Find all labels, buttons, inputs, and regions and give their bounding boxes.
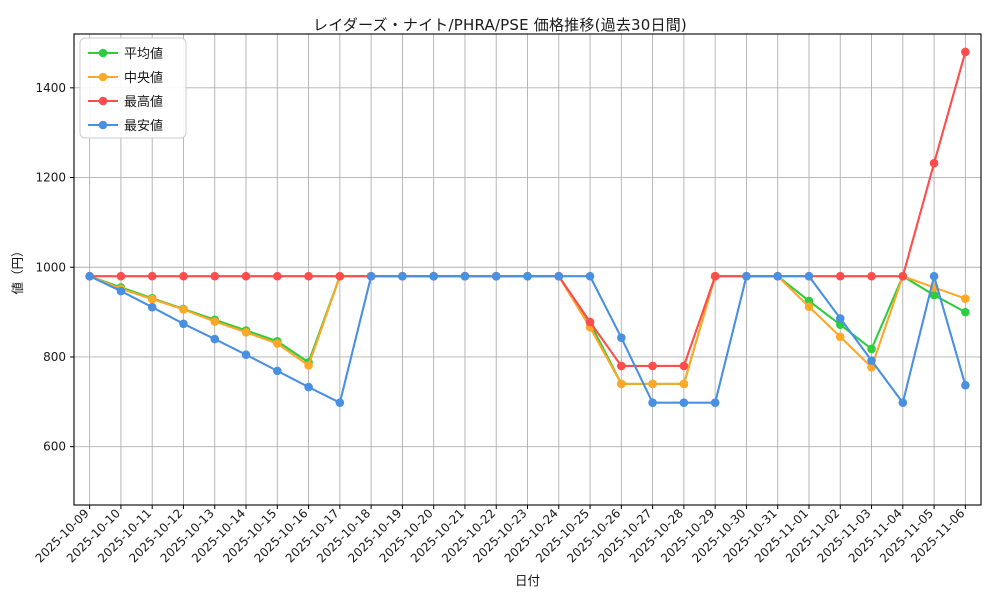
- series-marker: [335, 398, 345, 408]
- y-tick-label: 600: [43, 440, 66, 454]
- series-marker: [961, 294, 970, 303]
- series-marker: [679, 398, 689, 408]
- series-marker: [241, 350, 251, 360]
- series-marker: [304, 382, 313, 392]
- series-marker: [491, 271, 501, 281]
- series-marker: [679, 361, 689, 371]
- series-marker: [335, 271, 345, 281]
- series-marker: [429, 271, 438, 281]
- series-marker: [710, 271, 720, 281]
- legend-swatch-marker: [98, 96, 108, 106]
- series-marker: [241, 271, 251, 281]
- series-marker: [460, 271, 470, 281]
- series-marker: [961, 307, 970, 317]
- series-marker: [366, 271, 376, 281]
- series-marker: [147, 294, 157, 304]
- page-title: レイダーズ・ナイト/PHRA/PSE 価格推移(過去30日間): [313, 16, 687, 34]
- series-marker: [398, 271, 407, 281]
- series-marker: [304, 361, 313, 370]
- series-marker: [210, 334, 220, 344]
- series-marker: [835, 332, 845, 342]
- y-axis-title: 値（円）: [10, 244, 25, 294]
- series-marker: [898, 271, 908, 281]
- data-series: [85, 271, 970, 408]
- series-marker: [648, 398, 657, 408]
- series-marker: [679, 379, 689, 389]
- series-marker: [147, 302, 157, 312]
- series-marker: [929, 271, 939, 281]
- legend-item-label: 平均値: [124, 46, 163, 62]
- axes: 日付 値（円）: [10, 33, 982, 588]
- series-marker: [523, 271, 532, 281]
- legend-swatch-marker: [98, 72, 108, 82]
- legend-item[interactable]: 平均値: [88, 46, 163, 62]
- legend-swatch-marker: [98, 120, 108, 130]
- series-marker: [179, 305, 188, 314]
- legend-swatch-marker: [98, 48, 108, 58]
- series-marker: [85, 271, 94, 281]
- series-marker: [961, 47, 970, 57]
- series-marker: [710, 398, 720, 408]
- series-marker: [116, 271, 126, 281]
- series-marker: [272, 271, 282, 281]
- y-tick-label: 1000: [35, 260, 66, 274]
- series-marker: [272, 339, 282, 348]
- data-series-group: [85, 47, 970, 408]
- series-marker: [742, 271, 751, 281]
- plot-border: [73, 33, 982, 506]
- series-marker: [210, 317, 220, 326]
- y-tick-label: 1200: [35, 171, 66, 185]
- series-marker: [961, 380, 970, 390]
- legend-item-label: 最安値: [124, 118, 163, 134]
- series-marker: [116, 286, 126, 296]
- series-marker: [773, 271, 783, 281]
- legend-item[interactable]: 最安値: [88, 118, 163, 134]
- y-tick-label: 1400: [35, 81, 66, 95]
- series-marker: [147, 271, 157, 281]
- y-tick-label: 800: [43, 350, 66, 364]
- series-marker: [648, 379, 657, 389]
- series-marker: [929, 158, 939, 168]
- series-marker: [272, 366, 282, 376]
- series-marker: [867, 344, 876, 354]
- legend-box: [79, 37, 187, 139]
- series-marker: [929, 290, 939, 300]
- series-marker: [304, 271, 313, 281]
- series-marker: [179, 271, 188, 281]
- series-marker: [585, 271, 595, 281]
- series-marker: [617, 379, 626, 389]
- series-marker: [867, 271, 876, 281]
- legend-item-label: 中央値: [124, 70, 163, 86]
- grid-lines: [74, 34, 981, 505]
- series-marker: [241, 328, 251, 337]
- series-marker: [804, 302, 814, 312]
- legend-item[interactable]: 最高値: [88, 94, 163, 110]
- legend-item-label: 最高値: [124, 94, 163, 110]
- series-marker: [835, 314, 845, 323]
- series-marker: [835, 271, 845, 281]
- series-marker: [898, 398, 908, 408]
- series-marker: [210, 271, 220, 281]
- series-marker: [804, 271, 814, 281]
- legend-item[interactable]: 中央値: [88, 70, 163, 86]
- series-marker: [617, 333, 626, 342]
- x-axis-title: 日付: [515, 573, 540, 588]
- series-marker: [554, 271, 564, 281]
- series-marker: [617, 361, 626, 371]
- series-marker: [648, 361, 657, 371]
- series-marker: [179, 319, 188, 329]
- series-marker: [585, 317, 595, 327]
- series-marker: [867, 356, 876, 365]
